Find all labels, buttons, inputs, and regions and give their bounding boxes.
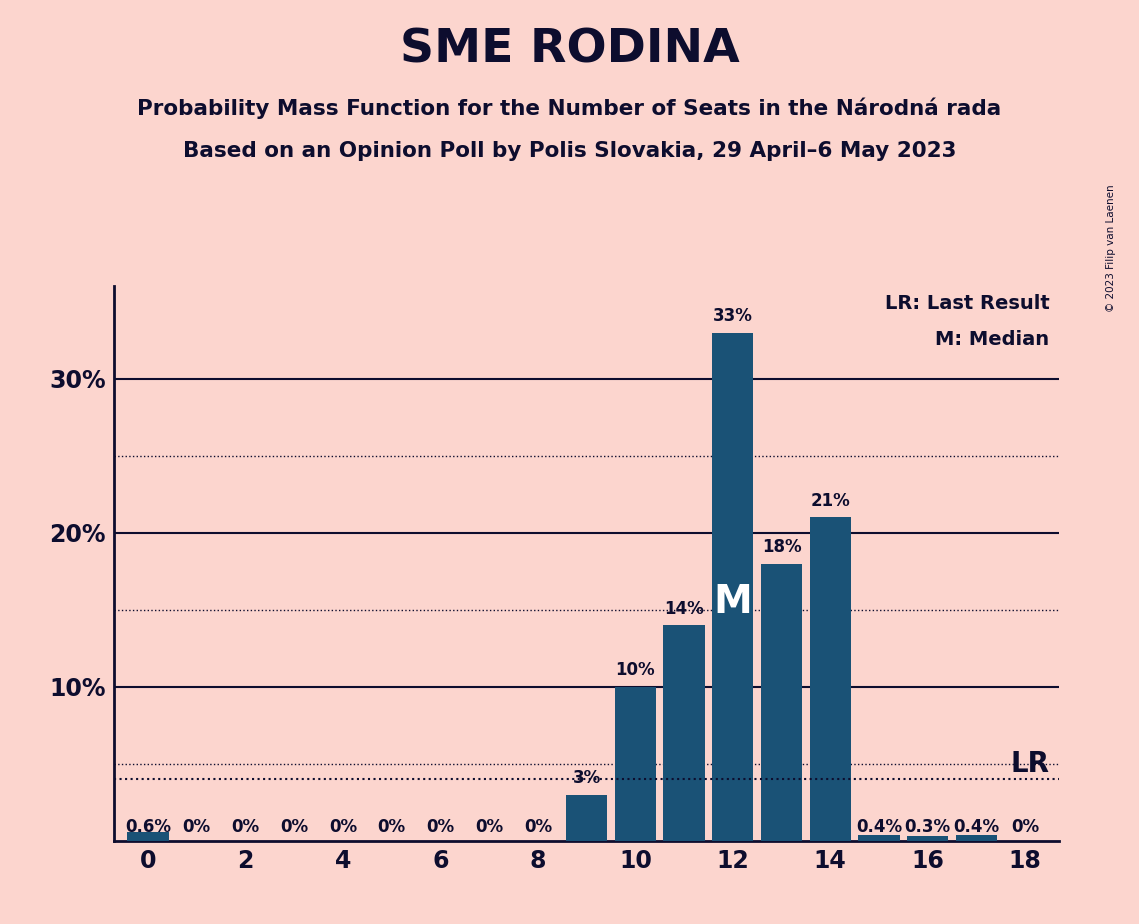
Text: © 2023 Filip van Laenen: © 2023 Filip van Laenen — [1106, 185, 1115, 312]
Text: 0.3%: 0.3% — [904, 819, 951, 836]
Text: 0%: 0% — [426, 819, 454, 836]
Bar — [712, 333, 754, 841]
Bar — [810, 517, 851, 841]
Text: 0.6%: 0.6% — [125, 819, 171, 836]
Text: 0%: 0% — [1011, 819, 1039, 836]
Bar — [663, 626, 705, 841]
Text: 0%: 0% — [524, 819, 552, 836]
Text: 3%: 3% — [573, 769, 600, 787]
Text: M: Median: M: Median — [935, 330, 1049, 348]
Text: 10%: 10% — [615, 662, 655, 679]
Text: 0%: 0% — [329, 819, 357, 836]
Bar — [128, 832, 169, 841]
Bar — [859, 834, 900, 841]
Bar — [907, 836, 949, 841]
Text: M: M — [713, 583, 752, 621]
Text: 0%: 0% — [182, 819, 211, 836]
Text: 18%: 18% — [762, 538, 802, 556]
Text: LR: Last Result: LR: Last Result — [885, 294, 1049, 313]
Bar — [615, 687, 656, 841]
Text: 14%: 14% — [664, 600, 704, 617]
Text: 0.4%: 0.4% — [953, 819, 1000, 836]
Bar — [566, 795, 607, 841]
Text: 21%: 21% — [810, 492, 850, 510]
Text: 0.4%: 0.4% — [855, 819, 902, 836]
Bar — [761, 564, 802, 841]
Text: 33%: 33% — [713, 307, 753, 325]
Text: 0%: 0% — [280, 819, 309, 836]
Text: 0%: 0% — [475, 819, 503, 836]
Text: SME RODINA: SME RODINA — [400, 28, 739, 73]
Text: Based on an Opinion Poll by Polis Slovakia, 29 April–6 May 2023: Based on an Opinion Poll by Polis Slovak… — [182, 141, 957, 162]
Text: 0%: 0% — [231, 819, 260, 836]
Text: Probability Mass Function for the Number of Seats in the Národná rada: Probability Mass Function for the Number… — [138, 97, 1001, 118]
Bar — [956, 834, 997, 841]
Text: LR: LR — [1010, 749, 1049, 778]
Text: 0%: 0% — [378, 819, 405, 836]
